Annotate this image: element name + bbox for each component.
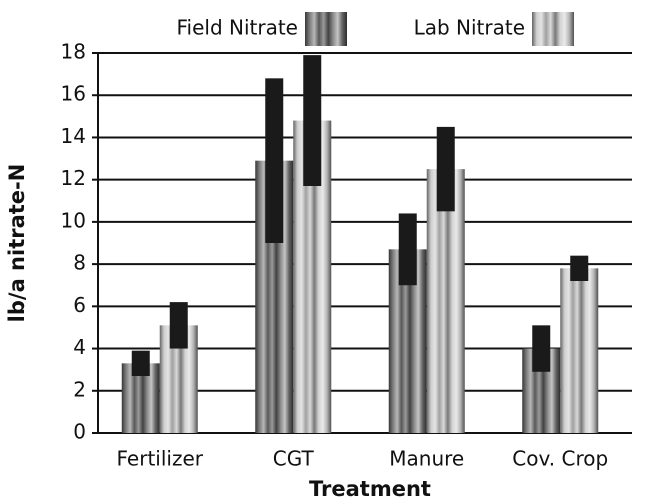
error-bar [398,213,417,286]
y-tick-label: 4 [73,335,86,359]
y-tick-label: 10 [61,208,86,232]
x-tick-label: CGT [273,447,315,471]
error-bar [570,255,589,281]
y-axis-label: lb/a nitrate-N [5,164,29,323]
x-tick-label: Manure [389,447,464,471]
error-bar [265,78,284,243]
x-tick-label: Fertilizer [117,447,204,471]
error-bar [303,55,322,186]
x-axis-label: Treatment [309,477,431,501]
error-bar [169,302,188,349]
bar [560,268,599,433]
y-tick-label: 8 [73,251,86,275]
bar [426,169,465,433]
y-tick-label: 2 [73,377,86,401]
legend-swatch [305,12,347,46]
y-tick-label: 6 [73,293,86,317]
y-tick-label: 18 [61,40,86,64]
legend-label: Field Nitrate [176,16,298,40]
y-tick-label: 16 [61,82,86,106]
error-bar [436,126,455,212]
error-bar [131,350,150,376]
legend-label: Lab Nitrate [414,16,525,40]
y-tick-label: 14 [61,124,86,148]
legend-swatch [532,12,574,46]
x-tick-label: Cov. Crop [512,447,608,471]
y-tick-label: 0 [73,420,86,444]
error-bar [532,325,551,372]
y-tick-label: 12 [61,166,86,190]
